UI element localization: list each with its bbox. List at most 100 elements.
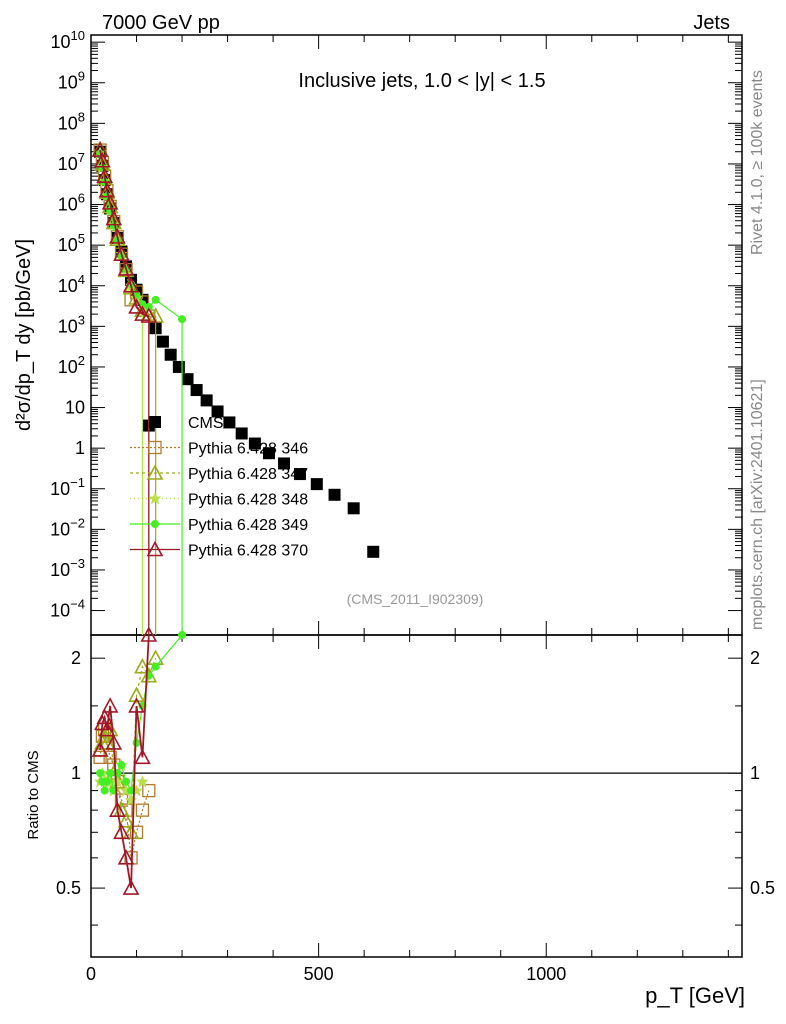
legend-marker (149, 492, 161, 505)
y-tick-label: 10−4 (50, 597, 85, 621)
y-tick-label: 107 (58, 150, 85, 174)
x-tick-label: 1000 (526, 964, 566, 984)
ratio-series-2 (91, 649, 164, 840)
ratio-panel-frame (90, 634, 743, 958)
ratio-point (140, 626, 158, 642)
data-point (91, 141, 109, 157)
data-point (156, 335, 169, 348)
y-tick-label: 10 (65, 398, 85, 418)
data-point (144, 302, 153, 311)
legend-label: Pythia 6.428 346 (188, 441, 308, 458)
data-point (235, 427, 248, 440)
data-point (181, 373, 194, 386)
ratio-tick-label-right: 2 (750, 648, 760, 668)
ratio-point (109, 801, 126, 817)
series-5 (91, 141, 158, 635)
chart-title: Inclusive jets, 1.0 < |y| < 1.5 (298, 70, 545, 92)
data-point (328, 488, 341, 501)
ratio-point (117, 849, 135, 865)
ratio-point (96, 769, 105, 778)
ratio-axes-group: 0 500 1000 0.5 0.5 1 1 2 2 (56, 635, 775, 984)
ratio-series-5 (91, 626, 158, 895)
data-point (151, 295, 160, 304)
ratio-tick-label: 1 (71, 763, 81, 783)
ratio-tick-label: 0.5 (56, 878, 81, 898)
y-tick-label: 1 (75, 438, 85, 458)
data-point (113, 245, 130, 261)
ratio-point (136, 775, 149, 788)
legend-label: Pythia 6.428 348 (188, 492, 308, 509)
ratio-point (128, 686, 145, 702)
ratio-point (103, 750, 117, 764)
ratio-point (147, 649, 164, 665)
y-tick-label: 103 (58, 312, 85, 336)
ratio-point (102, 777, 111, 786)
data-point (178, 315, 187, 324)
x-axis-label: p_T [GeV] (645, 983, 745, 1008)
y-tick-label: 106 (58, 191, 85, 215)
ratio-tick-label: 2 (71, 648, 81, 668)
ratio-point (122, 823, 140, 840)
data-point (96, 167, 113, 183)
ratio-point (132, 738, 141, 747)
ratio-y-axis-label: Ratio to CMS (25, 750, 42, 839)
data-point (248, 437, 261, 450)
data-point (172, 360, 185, 373)
series-2 (91, 140, 164, 635)
ratio-point (178, 631, 187, 639)
ratio-point (128, 697, 145, 713)
y-tick-label: 10−3 (50, 556, 85, 580)
main-series-group (91, 140, 380, 635)
y-tick-label: 10−2 (50, 515, 85, 539)
side-rivet-label: Rivet 4.1.0, ≥ 100k events (749, 70, 766, 255)
series-line (99, 149, 150, 317)
data-point (367, 545, 380, 558)
ratio-point (151, 662, 160, 671)
data-point (310, 478, 323, 491)
legend-marker (151, 520, 159, 528)
data-point (109, 228, 126, 244)
y-tick-label: 1010 (51, 28, 86, 52)
ratio-point (91, 741, 109, 757)
axes-group: 10−4 10−3 10−2 10−1 1 10 102 103 104 105 106 107 108… (50, 28, 742, 635)
x-tick-label: 0 (86, 964, 96, 984)
data-point (94, 152, 111, 168)
legend-label: Pythia 6.428 347 (188, 466, 308, 483)
analysis-tag: (CMS_2011_I902309) (347, 591, 484, 607)
legend-marker (148, 440, 162, 455)
ratio-series-group (91, 626, 187, 895)
data-point (200, 394, 213, 407)
ratio-point (96, 708, 113, 725)
legend-marker (146, 464, 164, 480)
data-point (278, 457, 291, 470)
data-point (117, 260, 135, 276)
ratio-point (105, 734, 123, 750)
data-point (101, 194, 119, 210)
ratio-point (117, 812, 135, 828)
ratio-point (98, 720, 116, 737)
side-mcplots-label: mcplots.cern.ch [arXiv:2401.10621] (749, 379, 766, 630)
data-point (293, 468, 306, 481)
legend: CMS Pythia 6.428 346 Pythia 6.428 347 Pythi… (130, 415, 308, 560)
legend-label: CMS (188, 415, 224, 432)
ratio-tick-label-right: 0.5 (750, 878, 775, 898)
data-point (105, 209, 123, 226)
data-point (128, 298, 145, 314)
y-tick-label: 109 (58, 69, 85, 93)
header-right: Jets (693, 12, 730, 34)
y-axis-label: d²σ/dp_T dy [pb/GeV] (13, 239, 35, 431)
legend-marker (149, 416, 161, 428)
data-point (263, 447, 276, 460)
y-tick-label: 102 (58, 353, 85, 377)
data-point (211, 405, 224, 418)
ratio-point (122, 777, 131, 786)
ratio-point (134, 748, 151, 765)
y-tick-label: 104 (58, 272, 85, 296)
ratio-point (135, 803, 150, 817)
data-point (140, 307, 158, 323)
data-point (223, 416, 236, 429)
ratio-point (117, 761, 126, 770)
ratio-point (100, 786, 109, 795)
ratio-point (122, 879, 140, 895)
